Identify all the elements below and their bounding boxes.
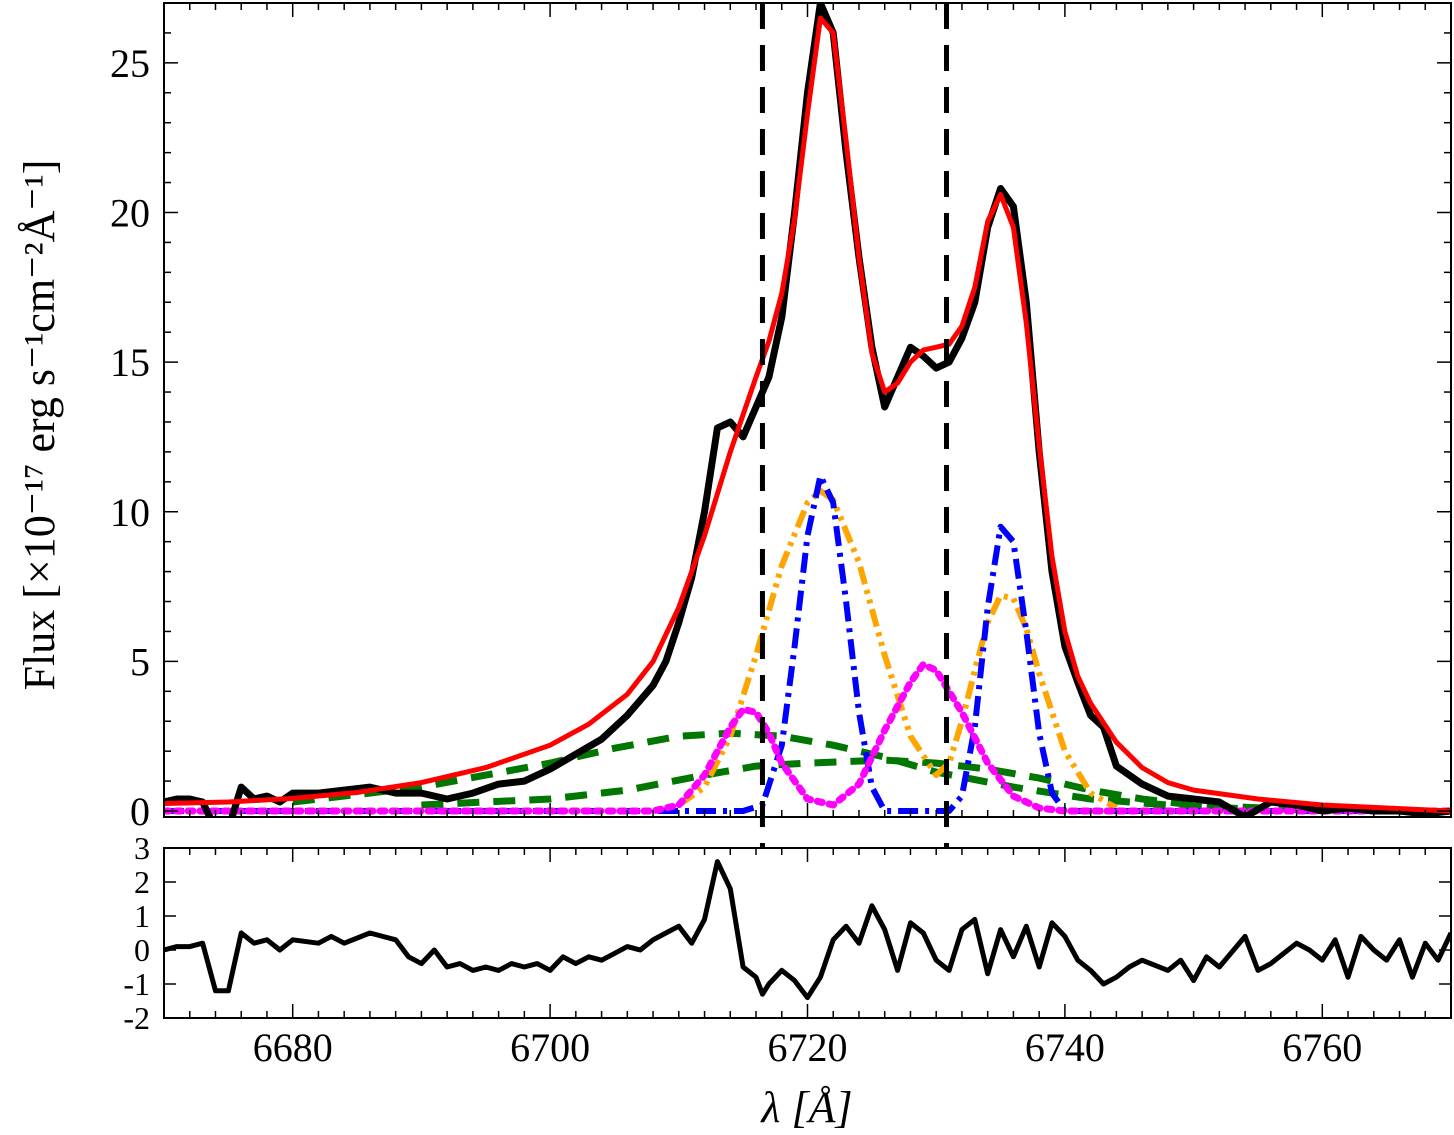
y-tick-label: 15 (110, 340, 150, 385)
y-axis-title: Flux [×10⁻¹⁷ erg s⁻¹cm⁻²Å⁻¹] (15, 160, 64, 691)
top-series-4 (164, 660, 1451, 815)
top-panel-series (164, 3, 1451, 817)
residual-plot-frame (163, 847, 1452, 1019)
x-tick-label: 6760 (1282, 1025, 1362, 1070)
top-panel-vertical-lines (759, 3, 949, 848)
residual-y-tick-label: -2 (123, 1000, 150, 1036)
y-tick-label: 5 (130, 639, 150, 684)
top-series-0 (164, 3, 1451, 817)
x-tick-label: 6740 (1025, 1025, 1105, 1070)
x-tick-label: 6720 (768, 1025, 848, 1070)
axis-ticks (163, 2, 1452, 1019)
y-tick-label: 10 (110, 490, 150, 535)
residual-panel-series (164, 859, 1451, 1001)
top-series-2 (677, 487, 1118, 811)
residual-y-tick-label: 2 (134, 864, 150, 900)
residual-y-tick-label: 0 (134, 932, 150, 968)
x-tick-label: 6700 (510, 1025, 590, 1070)
y-tick-label: 0 (130, 789, 150, 834)
top-series-1 (164, 15, 1451, 814)
residual-y-tick-label: 1 (134, 898, 150, 934)
top-series-6 (421, 756, 1297, 813)
residual-series-0 (164, 859, 1451, 1001)
x-tick-label: 6680 (253, 1025, 333, 1070)
residual-y-tick-label: 3 (134, 830, 150, 866)
x-axis-title: λ [Å] (759, 1083, 852, 1132)
top-series-3 (164, 472, 1451, 814)
y-tick-label: 25 (110, 41, 150, 86)
y-tick-label: 20 (110, 190, 150, 235)
residual-y-tick-label: -1 (123, 966, 150, 1002)
